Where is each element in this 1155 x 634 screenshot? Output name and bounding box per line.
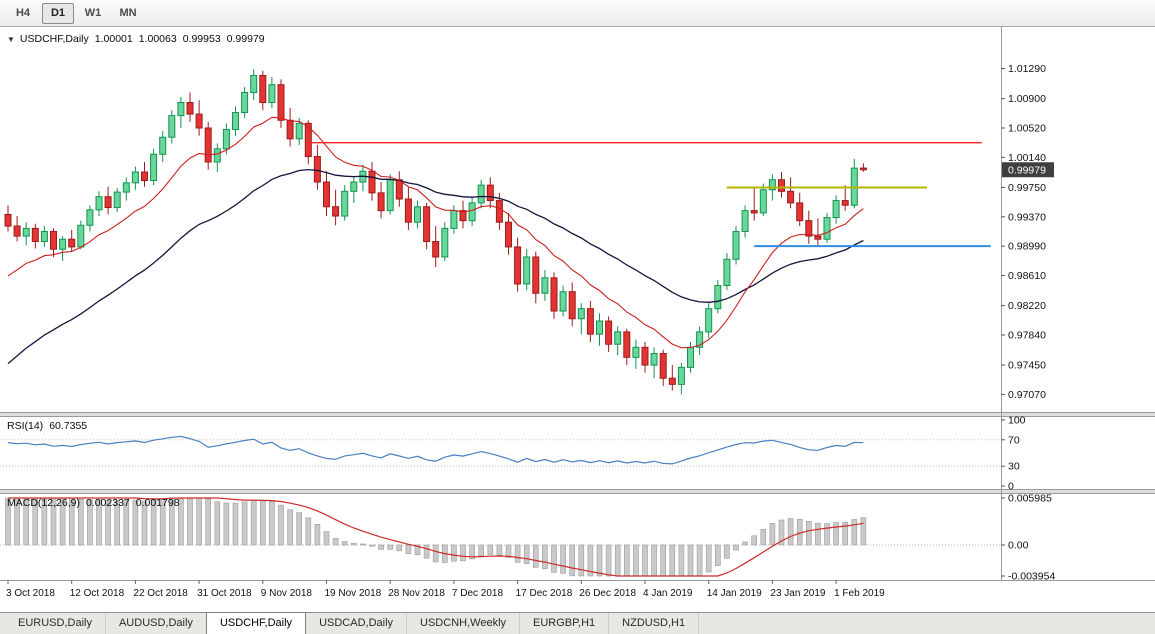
time-scale[interactable]: 3 Oct 2018 12 Oct 2018 22 Oct 2018 31 Oct 2…	[6, 580, 885, 599]
current-price-tag	[1002, 162, 1054, 178]
chart-window[interactable]: 1.01290 1.00900 1.00520 1.00140 0.99750 0.993…	[0, 27, 1155, 612]
svg-text:1.00520: 1.00520	[1008, 122, 1046, 134]
svg-text:0.00: 0.00	[1008, 539, 1029, 551]
chart-tab-nzdusd-h1[interactable]: NZDUSD,H1	[609, 613, 700, 634]
svg-text:0.98220: 0.98220	[1008, 300, 1046, 312]
svg-text:1.00140: 1.00140	[1008, 152, 1046, 164]
svg-text:0.99750: 0.99750	[1008, 182, 1046, 194]
svg-text:0.97450: 0.97450	[1008, 360, 1046, 372]
svg-text:14 Jan 2019: 14 Jan 2019	[707, 588, 762, 599]
timeframe-button-w1[interactable]: W1	[84, 6, 102, 19]
svg-text:9 Nov 2018: 9 Nov 2018	[261, 588, 313, 599]
svg-text:0.98610: 0.98610	[1008, 270, 1046, 282]
svg-text:0.98990: 0.98990	[1008, 241, 1046, 253]
svg-text:3 Oct 2018: 3 Oct 2018	[6, 588, 55, 599]
svg-text:26 Dec 2018: 26 Dec 2018	[579, 588, 636, 599]
timeframe-button-h4[interactable]: H4	[15, 6, 31, 19]
svg-text:19 Nov 2018: 19 Nov 2018	[325, 588, 382, 599]
chart-tab-usdchf-daily[interactable]: USDCHF,Daily	[205, 612, 307, 634]
svg-text:0.005985: 0.005985	[1008, 493, 1052, 505]
fast-ma-line	[7, 116, 864, 349]
macd-histogram	[5, 497, 867, 577]
chart-tab-usdcad-daily[interactable]: USDCAD,Daily	[306, 613, 408, 634]
current-price-value: 0.99979	[1008, 164, 1046, 176]
svg-text:-0.003954: -0.003954	[1008, 571, 1055, 583]
svg-text:1 Feb 2019: 1 Feb 2019	[834, 588, 885, 599]
chart-tabs-bar: EURUSD,Daily AUDUSD,Daily USDCHF,Daily USDC…	[0, 612, 1155, 634]
macd-signal-line	[8, 497, 864, 577]
slow-ma-line	[7, 168, 864, 365]
svg-text:70: 70	[1008, 434, 1020, 446]
svg-text:12 Oct 2018: 12 Oct 2018	[70, 588, 125, 599]
svg-text:1.01290: 1.01290	[1008, 63, 1046, 75]
svg-text:0.99370: 0.99370	[1008, 211, 1046, 223]
chart-tab-usdcnh-weekly[interactable]: USDCNH,Weekly	[407, 613, 521, 634]
svg-text:1.00900: 1.00900	[1008, 93, 1046, 105]
chart-tab-audusd-daily[interactable]: AUDUSD,Daily	[106, 613, 207, 634]
svg-text:0.97070: 0.97070	[1008, 389, 1046, 401]
svg-text:30: 30	[1008, 461, 1020, 473]
timeframe-button-mn[interactable]: MN	[119, 6, 137, 19]
timeframe-button-d1[interactable]: D1	[42, 2, 74, 24]
svg-text:23 Jan 2019: 23 Jan 2019	[770, 588, 825, 599]
chart-tab-eurgbp-h1[interactable]: EURGBP,H1	[520, 613, 610, 634]
svg-text:7 Dec 2018: 7 Dec 2018	[452, 588, 504, 599]
svg-text:31 Oct 2018: 31 Oct 2018	[197, 588, 252, 599]
svg-text:17 Dec 2018: 17 Dec 2018	[516, 588, 573, 599]
price-scale[interactable]: 1.01290 1.00900 1.00520 1.00140 0.99750 0.993…	[1001, 63, 1055, 583]
chart-tab-eurusd-daily[interactable]: EURUSD,Daily	[5, 613, 106, 634]
svg-text:0.97840: 0.97840	[1008, 329, 1046, 341]
rsi-line	[7, 435, 864, 465]
timeframe-toolbar: H4 D1 W1 MN	[0, 0, 1155, 27]
svg-text:4 Jan 2019: 4 Jan 2019	[643, 588, 693, 599]
svg-text:22 Oct 2018: 22 Oct 2018	[133, 588, 188, 599]
chart-canvas[interactable]: 1.01290 1.00900 1.00520 1.00140 0.99750 0.993…	[0, 27, 1155, 612]
svg-text:0: 0	[1008, 481, 1014, 493]
svg-text:100: 100	[1008, 415, 1026, 427]
svg-text:28 Nov 2018: 28 Nov 2018	[388, 588, 445, 599]
